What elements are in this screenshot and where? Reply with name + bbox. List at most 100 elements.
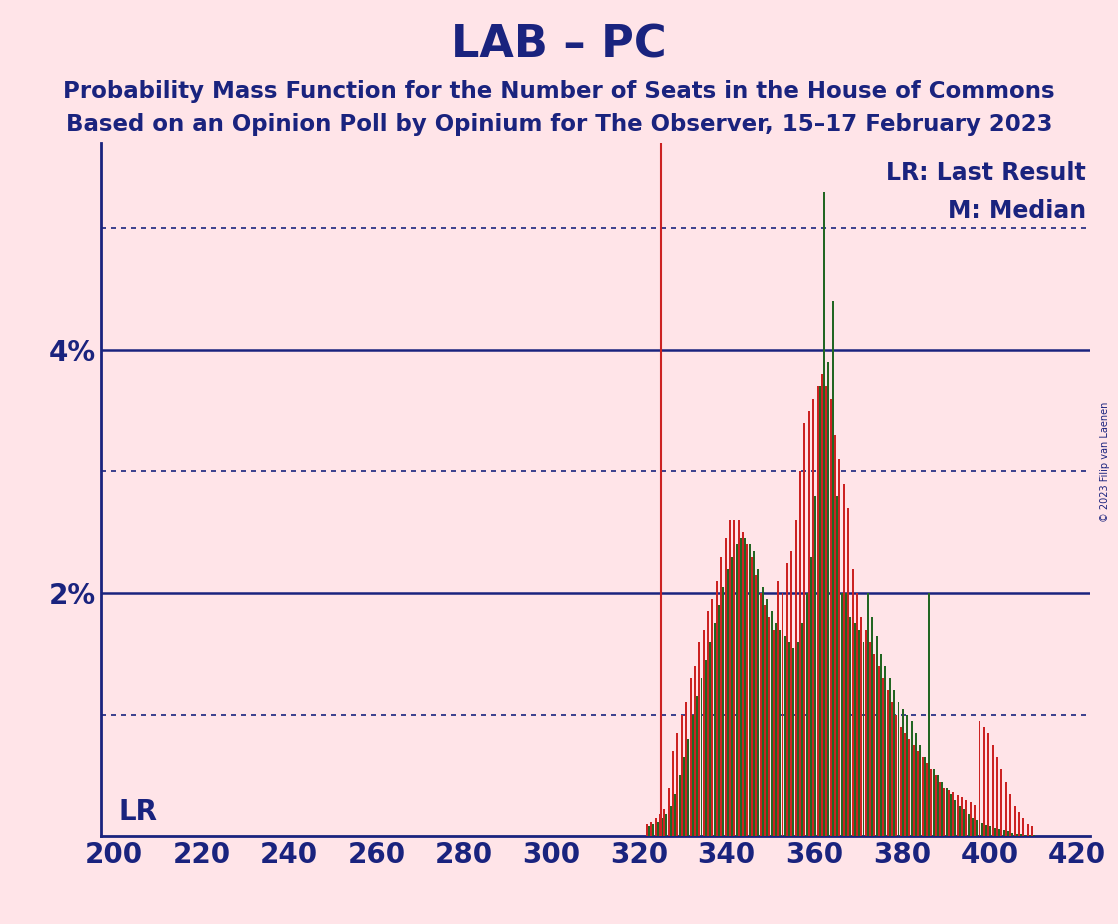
Bar xyxy=(836,496,838,836)
Bar xyxy=(679,775,681,836)
Bar xyxy=(898,702,900,836)
Bar xyxy=(709,641,711,836)
Bar xyxy=(777,581,779,836)
Bar xyxy=(1020,833,1022,836)
Bar xyxy=(812,398,814,836)
Bar xyxy=(961,797,963,836)
Bar xyxy=(889,678,891,836)
Bar xyxy=(983,727,985,836)
Bar xyxy=(745,539,747,836)
Bar xyxy=(704,660,707,836)
Bar xyxy=(950,794,953,836)
Bar xyxy=(878,666,880,836)
Bar xyxy=(802,624,803,836)
Bar xyxy=(921,757,923,836)
Bar xyxy=(788,641,790,836)
Bar xyxy=(847,508,850,836)
Bar xyxy=(904,733,906,836)
Bar xyxy=(845,593,847,836)
Bar xyxy=(978,721,980,836)
Bar xyxy=(994,828,996,836)
Bar xyxy=(866,593,869,836)
Bar xyxy=(733,520,736,836)
Bar xyxy=(913,745,915,836)
Bar xyxy=(1014,806,1015,836)
Bar xyxy=(672,751,674,836)
Bar xyxy=(974,805,976,836)
Bar xyxy=(773,629,775,836)
Bar xyxy=(944,787,946,836)
Bar xyxy=(699,641,700,836)
Bar xyxy=(685,702,688,836)
Bar xyxy=(935,775,937,836)
Bar xyxy=(967,814,969,836)
Bar xyxy=(834,435,836,836)
Bar xyxy=(873,654,875,836)
Text: LAB – PC: LAB – PC xyxy=(452,23,666,67)
Bar xyxy=(985,825,987,836)
Bar xyxy=(718,605,720,836)
Bar xyxy=(859,629,860,836)
Bar xyxy=(754,551,755,836)
Bar xyxy=(909,739,910,836)
Bar xyxy=(862,641,864,836)
Bar xyxy=(764,605,766,836)
Bar xyxy=(869,641,871,836)
Bar xyxy=(808,410,809,836)
Bar xyxy=(654,818,656,836)
Bar xyxy=(992,745,994,836)
Bar xyxy=(731,556,733,836)
Bar xyxy=(1007,832,1008,836)
Text: LR: Last Result: LR: Last Result xyxy=(885,161,1086,185)
Bar xyxy=(759,593,761,836)
Bar xyxy=(850,617,851,836)
Bar xyxy=(998,829,1001,836)
Bar xyxy=(814,496,816,836)
Bar xyxy=(648,826,650,836)
Bar xyxy=(806,593,807,836)
Bar xyxy=(902,709,903,836)
Bar xyxy=(838,459,841,836)
Bar xyxy=(751,556,752,836)
Bar xyxy=(653,824,654,836)
Bar xyxy=(821,374,823,836)
Bar xyxy=(841,593,843,836)
Bar xyxy=(661,818,663,836)
Bar xyxy=(816,386,818,836)
Bar xyxy=(919,745,921,836)
Bar xyxy=(875,636,878,836)
Bar xyxy=(775,624,777,836)
Bar xyxy=(830,398,832,836)
Text: Probability Mass Function for the Number of Seats in the House of Commons: Probability Mass Function for the Number… xyxy=(64,80,1054,103)
Bar xyxy=(861,617,862,836)
Bar xyxy=(729,520,731,836)
Bar xyxy=(1005,782,1006,836)
Bar xyxy=(694,666,695,836)
Bar xyxy=(747,544,748,836)
Bar xyxy=(786,563,788,836)
Bar xyxy=(722,587,724,836)
Bar xyxy=(724,539,727,836)
Bar xyxy=(1012,833,1013,836)
Bar xyxy=(683,757,685,836)
Bar xyxy=(779,629,781,836)
Bar xyxy=(804,423,805,836)
Bar xyxy=(911,721,912,836)
Bar xyxy=(1024,835,1026,836)
Bar xyxy=(784,636,786,836)
Bar xyxy=(797,641,798,836)
Bar xyxy=(793,648,795,836)
Bar xyxy=(930,770,932,836)
Bar xyxy=(670,806,672,836)
Bar xyxy=(871,617,873,836)
Bar xyxy=(707,612,709,836)
Bar xyxy=(768,617,770,836)
Bar xyxy=(957,795,958,836)
Bar xyxy=(676,733,679,836)
Bar xyxy=(756,575,757,836)
Bar xyxy=(823,192,825,836)
Bar xyxy=(665,814,667,836)
Bar xyxy=(941,782,944,836)
Bar xyxy=(896,714,898,836)
Bar xyxy=(713,624,716,836)
